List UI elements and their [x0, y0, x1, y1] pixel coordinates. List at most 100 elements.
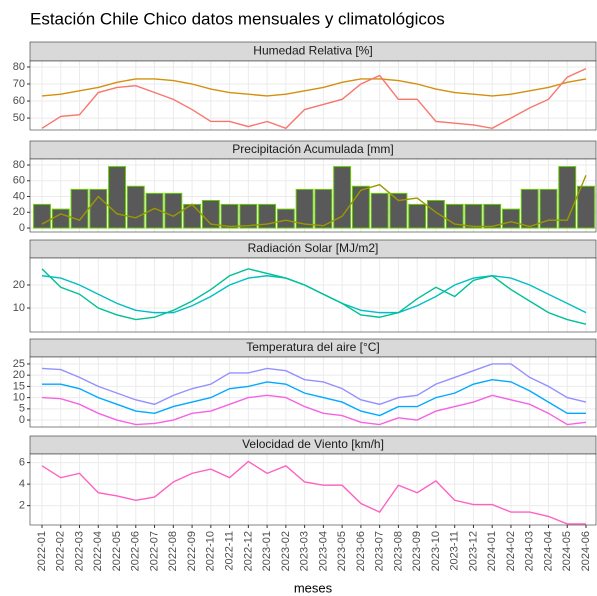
x-tick-label: 2023-02 — [280, 531, 292, 571]
y-tick-label: 5 — [19, 403, 25, 415]
bar — [464, 203, 483, 229]
x-tick-label: 2023-09 — [411, 531, 423, 571]
y-tick-label: 15 — [13, 380, 25, 392]
y-tick-label: 50 — [13, 112, 25, 124]
x-tick-label: 2022-12 — [242, 531, 254, 571]
y-tick-label: 60 — [13, 95, 25, 107]
y-tick-label: 0 — [19, 222, 25, 234]
x-tick-label: 2023-12 — [467, 531, 479, 571]
x-tick-label: 2023-08 — [392, 531, 404, 571]
x-tick-label: 2023-10 — [430, 531, 442, 571]
bar — [520, 188, 539, 229]
bar — [483, 203, 502, 229]
bar — [89, 188, 108, 229]
x-tick-label: 2022-05 — [111, 531, 123, 571]
line — [41, 394, 587, 426]
panel-border — [29, 158, 597, 233]
x-tick-label: 2024-02 — [505, 531, 517, 571]
x-tick-label: 2022-06 — [130, 531, 142, 571]
bar — [333, 166, 352, 229]
x-tick-label: 2023-11 — [449, 531, 461, 571]
bar — [108, 166, 126, 229]
panel-border — [29, 60, 597, 131]
bar — [258, 203, 277, 229]
y-tick-label: 2 — [19, 500, 25, 512]
y-tick-label: 10 — [13, 302, 25, 314]
y-tick-label: 25 — [13, 358, 25, 370]
bar — [295, 188, 314, 229]
panel-border — [29, 453, 597, 526]
bar — [408, 203, 427, 229]
x-tick-label: 2022-10 — [205, 531, 217, 571]
x-tick-label: 2022-09 — [186, 531, 198, 571]
bar — [164, 192, 183, 229]
x-tick-label: 2023-01 — [261, 531, 273, 571]
x-tick-label: 2023-04 — [317, 531, 329, 571]
x-tick-label: 2024-04 — [542, 531, 554, 571]
chart-title: Estación Chile Chico datos mensuales y c… — [30, 9, 445, 28]
line — [41, 268, 587, 325]
line — [41, 174, 587, 228]
y-tick-label: 80 — [13, 159, 25, 171]
x-axis-title: meses — [294, 580, 333, 595]
x-tick-label: 2024-03 — [524, 531, 536, 571]
x-tick-label: 2022-03 — [73, 531, 85, 571]
bar — [539, 188, 558, 229]
bar — [370, 192, 389, 229]
bar — [33, 203, 51, 229]
panel — [30, 258, 596, 332]
panel-title: Velocidad de Viento [km/h] — [242, 437, 384, 451]
y-tick-label: 20 — [13, 369, 25, 381]
bar — [51, 208, 70, 229]
x-tick-label: 2023-06 — [355, 531, 367, 571]
bar — [577, 185, 595, 229]
panel-title: Radiación Solar [MJ/m2] — [248, 241, 379, 255]
line — [41, 68, 587, 130]
y-tick-label: 60 — [13, 175, 25, 187]
y-tick-label: 4 — [19, 478, 25, 490]
panel — [30, 357, 596, 427]
bar — [351, 185, 370, 229]
y-tick-label: 40 — [13, 190, 25, 202]
y-tick-label: 70 — [13, 78, 25, 90]
x-tick-label: 2024-05 — [561, 531, 573, 571]
line — [42, 378, 586, 417]
x-tick-label: 2022-04 — [92, 531, 104, 571]
y-tick-label: 6 — [19, 457, 25, 469]
line — [41, 363, 587, 406]
panel-title: Humedad Relativa [%] — [253, 44, 372, 58]
panel-border — [29, 356, 597, 428]
bar — [314, 188, 333, 229]
panel-title: Temperatura del aire [°C] — [246, 340, 380, 354]
x-tick-label: 2023-03 — [299, 531, 311, 571]
bar — [220, 203, 239, 229]
x-tick-label: 2022-01 — [36, 531, 48, 571]
x-tick-label: 2023-05 — [336, 531, 348, 571]
bar — [239, 203, 258, 229]
line — [41, 78, 587, 97]
x-tick-label: 2022-02 — [55, 531, 67, 571]
x-tick-label: 2023-07 — [374, 531, 386, 571]
line — [41, 460, 586, 525]
bar — [389, 192, 408, 229]
bar — [558, 166, 577, 229]
bar — [276, 208, 295, 229]
bar — [126, 185, 145, 229]
panel — [30, 454, 596, 525]
y-tick-label: 80 — [13, 61, 25, 73]
y-tick-label: 10 — [13, 392, 25, 404]
y-tick-label: 20 — [13, 279, 25, 291]
bar — [145, 192, 164, 229]
x-tick-label: 2024-01 — [486, 531, 498, 571]
bar — [502, 208, 520, 229]
x-tick-label: 2022-07 — [148, 531, 160, 571]
y-tick-label: 0 — [19, 414, 25, 426]
x-tick-label: 2022-08 — [167, 531, 179, 571]
x-tick-label: 2022-11 — [223, 531, 235, 571]
y-tick-label: 20 — [13, 206, 25, 218]
panel-border — [29, 257, 597, 333]
bar — [426, 199, 445, 229]
bar — [70, 188, 89, 229]
panel-title: Precipitación Acumulada [mm] — [232, 142, 393, 156]
